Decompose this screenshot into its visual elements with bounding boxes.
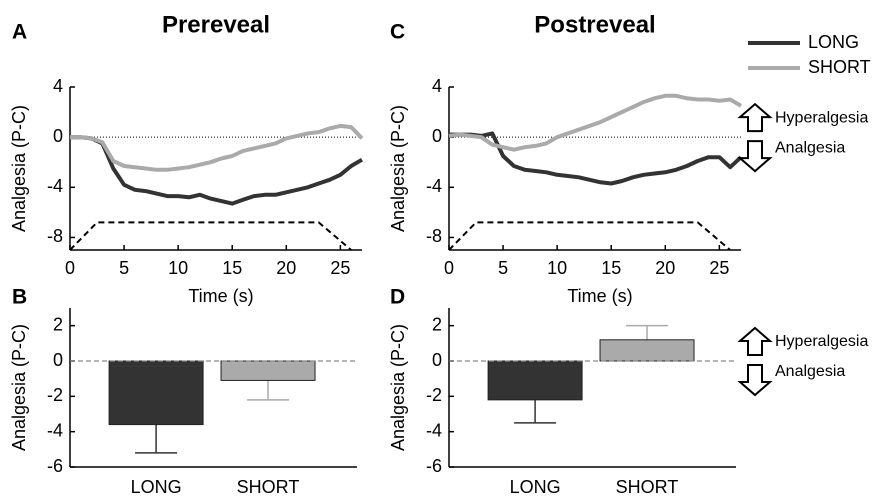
annotation: Analgesia (775, 139, 845, 156)
y-tick-label: -6 (47, 456, 63, 476)
x-tick-label: 25 (330, 258, 350, 278)
x-tick-label: 0 (444, 258, 454, 278)
y-tick-label: -4 (426, 176, 442, 196)
x-tick-label: 0 (65, 258, 75, 278)
y-tick-label: -8 (47, 226, 63, 246)
y-tick-label: 2 (432, 314, 442, 334)
annotation: Hyperalgesia (775, 333, 868, 350)
x-tick-label: 10 (168, 258, 188, 278)
x-tick-label: LONG (510, 477, 561, 497)
y-tick-label: -6 (426, 456, 442, 476)
x-tick-label: 15 (601, 258, 621, 278)
x-tick-label: 5 (498, 258, 508, 278)
y-tick-label: -4 (47, 420, 63, 440)
arrow-icon (737, 102, 773, 133)
panel-label: A (12, 21, 27, 44)
y-tick-label: -2 (47, 385, 63, 405)
x-axis-title: Time (s) (567, 286, 632, 306)
y-tick-label: -4 (47, 176, 63, 196)
stimulus-line (448, 221, 731, 251)
x-tick-label: 5 (119, 258, 129, 278)
x-tick-label: 15 (222, 258, 242, 278)
x-tick-label: SHORT (616, 477, 679, 497)
arrow-icon (737, 364, 773, 397)
y-tick-label: 0 (53, 126, 63, 146)
y-tick-label: -2 (426, 385, 442, 405)
x-tick-label: 10 (547, 258, 567, 278)
bar (108, 360, 204, 426)
x-tick-label: LONG (131, 477, 182, 497)
x-axis-title: Time (s) (188, 286, 253, 306)
y-tick-label: -8 (426, 226, 442, 246)
annotation: Analgesia (775, 363, 845, 380)
y-tick-label: 0 (432, 126, 442, 146)
y-axis-title: Analgesia (P-C) (388, 105, 408, 232)
x-tick-label: 20 (276, 258, 296, 278)
stimulus-line (69, 221, 352, 251)
arrow-icon (737, 140, 773, 173)
series-line (70, 135, 364, 206)
y-tick-label: -4 (426, 420, 442, 440)
bar (487, 360, 583, 401)
y-axis-title: Analgesia (P-C) (388, 324, 408, 451)
panel-label: D (390, 286, 405, 309)
y-axis-title: Analgesia (P-C) (9, 324, 29, 451)
chart-title: Prereveal (162, 11, 270, 38)
bar (599, 339, 695, 362)
annotation: Hyperalgesia (775, 109, 868, 126)
y-axis-title: Analgesia (P-C) (9, 105, 29, 232)
legend-label: LONG (808, 32, 859, 52)
series-line (70, 123, 364, 172)
arrow-icon (737, 326, 773, 356)
panel-label: C (390, 21, 405, 44)
x-tick-label: SHORT (237, 477, 300, 497)
chart-title: Postreveal (534, 11, 655, 38)
series-line (449, 131, 743, 186)
y-tick-label: 4 (53, 76, 63, 96)
bar (220, 360, 316, 381)
y-tick-label: 0 (432, 350, 442, 370)
x-tick-label: 20 (655, 258, 675, 278)
y-tick-label: 0 (53, 350, 63, 370)
legend-label: SHORT (808, 57, 871, 77)
x-tick-label: 25 (709, 258, 729, 278)
y-tick-label: 4 (432, 76, 442, 96)
panel-label: B (12, 286, 27, 309)
y-tick-label: 2 (53, 314, 63, 334)
series-line (448, 93, 743, 152)
